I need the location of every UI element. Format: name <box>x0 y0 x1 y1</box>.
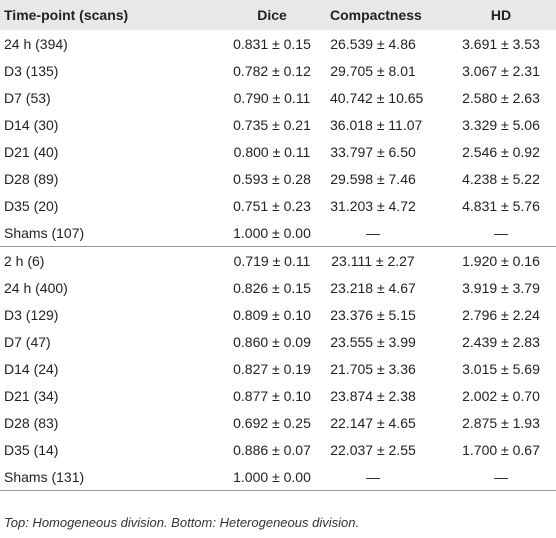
table-row: D14 (30) 0.735 ± 0.21 36.018 ± 11.07 3.329 … <box>0 111 556 138</box>
cell: 2.796 ± 2.24 <box>462 306 540 323</box>
header-cell: Compactness <box>330 0 422 30</box>
cell: 29.598 ± 7.46 <box>330 170 416 187</box>
table-row: 2 h (6) 0.719 ± 0.11 23.111 ± 2.27 1.920 ± … <box>0 246 556 274</box>
row-label: D7 (53) <box>4 89 51 106</box>
cell: — <box>494 224 508 241</box>
cell: 36.018 ± 11.07 <box>330 116 423 133</box>
cell: 2.002 ± 0.70 <box>462 387 540 404</box>
row-label: D3 (129) <box>4 306 59 323</box>
cell: 1.000 ± 0.00 <box>214 463 330 491</box>
table-row: D35 (20) 0.751 ± 0.23 31.203 ± 4.72 4.831 ±… <box>0 192 556 219</box>
cell: 0.735 ± 0.21 <box>233 116 311 133</box>
results-table: Time-point (scans) Dice Compactness HD 24 h… <box>0 0 556 491</box>
cell: 23.874 ± 2.38 <box>330 387 416 404</box>
cell: 1.700 ± 0.67 <box>462 441 540 458</box>
cell: 2.546 ± 0.92 <box>462 143 540 160</box>
cell: 0.593 ± 0.28 <box>233 170 311 187</box>
cell: 40.742 ± 10.65 <box>330 89 424 106</box>
cell: 1.000 ± 0.00 <box>233 224 311 241</box>
cell: 4.831 ± 5.76 <box>462 197 540 214</box>
table-row: 24 h (394) 0.831 ± 0.15 26.539 ± 4.86 3.691… <box>0 30 556 57</box>
cell: 1.920 ± 0.16 <box>416 246 556 274</box>
table-row: D3 (129) 0.809 ± 0.10 23.376 ± 5.15 2.796 ±… <box>0 301 556 328</box>
cell: 22.037 ± 2.55 <box>330 441 416 458</box>
cell: 0.751 ± 0.23 <box>233 197 311 214</box>
row-label: D14 (24) <box>4 360 59 377</box>
cell: 21.705 ± 3.36 <box>330 360 416 377</box>
table-row: D35 (14) 0.886 ± 0.07 22.037 ± 2.55 1.700 ±… <box>0 436 556 463</box>
row-label: Shams (131) <box>0 463 214 491</box>
row-label: 24 h (394) <box>4 35 68 52</box>
cell: 33.797 ± 6.50 <box>330 143 416 160</box>
row-label: Shams (107) <box>4 224 85 241</box>
row-label: 2 h (6) <box>0 246 214 274</box>
cell: 4.238 ± 5.22 <box>462 170 540 187</box>
cell: 22.147 ± 4.65 <box>330 414 416 431</box>
cell: 0.860 ± 0.09 <box>233 333 311 350</box>
table-body: 24 h (394) 0.831 ± 0.15 26.539 ± 4.86 3.691… <box>0 30 556 491</box>
cell: 31.203 ± 4.72 <box>330 197 416 214</box>
cell: 23.218 ± 4.67 <box>330 279 416 296</box>
table-row: D21 (40) 0.800 ± 0.11 33.797 ± 6.50 2.546 ±… <box>0 138 556 165</box>
cell: — <box>366 224 380 241</box>
cell: 3.919 ± 3.79 <box>462 279 540 296</box>
cell: — <box>330 463 416 491</box>
row-label: D21 (40) <box>4 143 59 160</box>
footnote: Top: Homogeneous division. Bottom: Heter… <box>4 515 360 530</box>
table-row: D21 (34) 0.877 ± 0.10 23.874 ± 2.38 2.002 ±… <box>0 382 556 409</box>
row-label: D35 (14) <box>4 441 59 458</box>
cell: 0.809 ± 0.10 <box>233 306 311 323</box>
row-label: D3 (135) <box>4 62 59 79</box>
row-label: D28 (89) <box>4 170 59 187</box>
cell: 23.376 ± 5.15 <box>330 306 416 323</box>
header-cell: HD <box>416 0 556 30</box>
cell: 0.692 ± 0.25 <box>233 414 311 431</box>
cell: 0.886 ± 0.07 <box>233 441 311 458</box>
table-row: Shams (131) 1.000 ± 0.00— — <box>0 463 556 491</box>
cell: 0.790 ± 0.11 <box>233 89 311 106</box>
cell: 3.067 ± 2.31 <box>462 62 540 79</box>
header-cell: Dice <box>214 0 330 30</box>
cell: 26.539 ± 4.86 <box>330 35 416 52</box>
table-row: D3 (135) 0.782 ± 0.12 29.705 ± 8.01 3.067 ±… <box>0 57 556 84</box>
table-row: D7 (53) 0.790 ± 0.11 40.742 ± 10.65 2.580 ±… <box>0 84 556 111</box>
cell: 0.782 ± 0.12 <box>233 62 311 79</box>
cell: 3.329 ± 5.06 <box>462 116 540 133</box>
table-row: D28 (83) 0.692 ± 0.25 22.147 ± 4.65 2.875 ±… <box>0 409 556 436</box>
header-row: Time-point (scans) Dice Compactness HD <box>0 0 556 30</box>
row-label: D7 (47) <box>4 333 51 350</box>
table-row: 24 h (400) 0.826 ± 0.15 23.218 ± 4.67 3.919… <box>0 274 556 301</box>
table-row: D7 (47) 0.860 ± 0.09 23.555 ± 3.99 2.439 ± … <box>0 328 556 355</box>
cell: 23.555 ± 3.99 <box>330 333 416 350</box>
cell: 2.439 ± 2.83 <box>462 333 540 350</box>
table-row: D28 (89) 0.593 ± 0.28 29.598 ± 7.46 4.238 ±… <box>0 165 556 192</box>
cell: 29.705 ± 8.01 <box>330 62 416 79</box>
table-row: Shams (107) 1.000 ± 0.00 — — <box>0 219 556 247</box>
cell: 3.015 ± 5.69 <box>462 360 540 377</box>
row-label: D21 (34) <box>4 387 59 404</box>
row-label: D14 (30) <box>4 116 59 133</box>
cell: 0.719 ± 0.11 <box>214 246 330 274</box>
row-label: 24 h (400) <box>4 279 68 296</box>
cell: 23.111 ± 2.27 <box>330 246 416 274</box>
cell: 0.800 ± 0.11 <box>233 143 311 160</box>
cell: 0.827 ± 0.19 <box>233 360 311 377</box>
table-row: D14 (24) 0.827 ± 0.19 21.705 ± 3.36 3.015 ±… <box>0 355 556 382</box>
cell: 0.877 ± 0.10 <box>233 387 311 404</box>
cell: 3.691 ± 3.53 <box>462 35 540 52</box>
cell: — <box>416 463 556 491</box>
row-label: D35 (20) <box>4 197 59 214</box>
cell: 2.875 ± 1.93 <box>462 414 540 431</box>
cell: 2.580 ± 2.63 <box>462 89 540 106</box>
cell: 0.826 ± 0.15 <box>233 279 311 296</box>
cell: 0.831 ± 0.15 <box>233 35 311 52</box>
header-cell: Time-point (scans) <box>0 0 214 30</box>
row-label: D28 (83) <box>4 414 59 431</box>
